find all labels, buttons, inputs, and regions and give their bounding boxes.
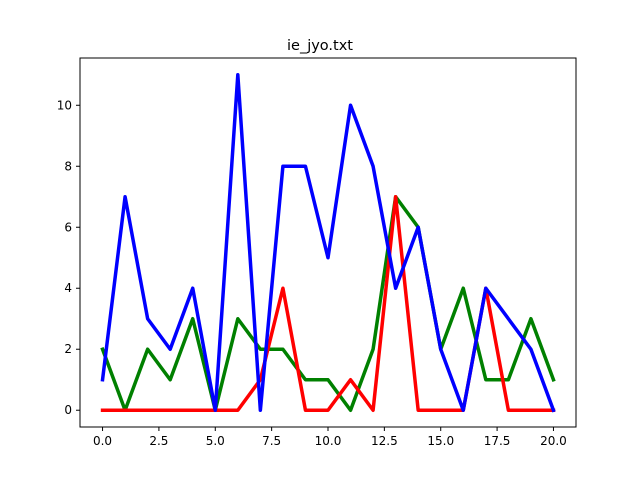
y-tick-label: 6 bbox=[64, 220, 72, 234]
x-axis: 0.0 2.5 5.0 7.5 10.0 12.5 15.0 17.5 20.0 bbox=[93, 427, 567, 448]
chart-title: ie_jyo.txt bbox=[287, 38, 353, 54]
x-tick-label: 7.5 bbox=[262, 434, 281, 448]
y-axis: 0 2 4 6 8 10 bbox=[57, 98, 80, 417]
x-tick-label: 2.5 bbox=[149, 434, 168, 448]
y-tick-label: 2 bbox=[64, 342, 72, 356]
x-tick-label: 12.5 bbox=[371, 434, 398, 448]
series-layer bbox=[100, 73, 556, 413]
y-tick-label: 4 bbox=[64, 281, 72, 295]
series-line-3 bbox=[100, 73, 556, 413]
x-tick-label: 20.0 bbox=[540, 434, 567, 448]
y-tick-label: 10 bbox=[57, 98, 72, 112]
x-tick-label: 15.0 bbox=[427, 434, 454, 448]
x-tick-label: 10.0 bbox=[315, 434, 342, 448]
x-tick-label: 5.0 bbox=[206, 434, 225, 448]
y-tick-label: 0 bbox=[64, 403, 72, 417]
series-line-1 bbox=[100, 195, 556, 412]
x-tick-label: 0.0 bbox=[93, 434, 112, 448]
y-tick-label: 8 bbox=[64, 159, 72, 173]
x-tick-label: 17.5 bbox=[484, 434, 511, 448]
